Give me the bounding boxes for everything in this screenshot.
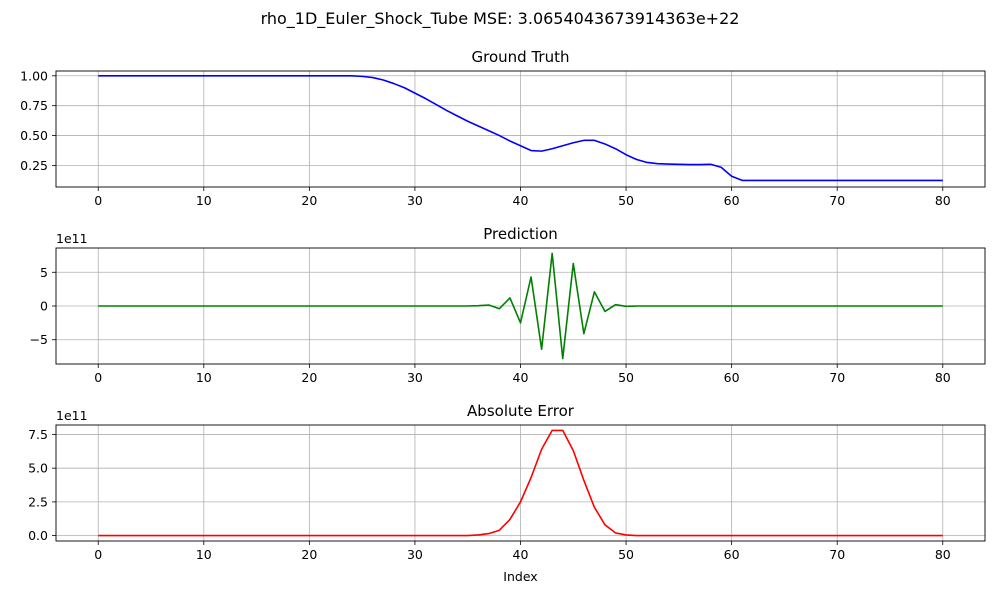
x-tick-label: 50	[618, 193, 634, 208]
subplot-1: 0 10 20 30 40 50 60 70 80 0.25 0.50 0.75 1.00 Ground …	[20, 48, 986, 208]
subplot-3: 0 10 20 30 40 50 60 70 80 0.0 2.5 5.0 7.5 Absolute Er…	[28, 402, 986, 584]
subplot-title: Prediction	[483, 225, 558, 243]
x-tick-label: 20	[301, 547, 317, 562]
x-tick-label: 0	[94, 370, 102, 385]
y-tick-label: 0.75	[20, 98, 48, 113]
series-line	[98, 252, 943, 360]
x-tick-label: 50	[618, 370, 634, 385]
x-tick-label: 60	[724, 370, 740, 385]
series-line	[98, 74, 943, 182]
subplot-title: Absolute Error	[467, 402, 575, 420]
y-tick-label: 0.50	[20, 128, 48, 143]
x-axis-label: Index	[503, 569, 537, 584]
y-offset-text: 1e11	[56, 231, 88, 246]
x-tick-label: 70	[829, 193, 845, 208]
y-tick-label: 5	[40, 265, 48, 280]
subplot-title: Ground Truth	[472, 48, 570, 66]
x-tick-label: 80	[935, 547, 951, 562]
subplot-2: 0 10 20 30 40 50 60 70 80 −5 0 5 Prediction 1e11	[30, 225, 986, 385]
y-tick-label: 0	[40, 299, 48, 314]
x-tick-label: 0	[94, 547, 102, 562]
x-tick-label: 30	[407, 547, 423, 562]
x-tick-label: 40	[513, 370, 529, 385]
x-tick-label: 10	[196, 193, 212, 208]
x-tick-label: 70	[829, 370, 845, 385]
y-tick-label: 2.5	[28, 494, 48, 509]
x-tick-label: 60	[724, 193, 740, 208]
y-offset-text: 1e11	[56, 408, 88, 423]
series-line	[98, 429, 943, 537]
y-tick-label: 5.0	[28, 461, 48, 476]
x-tick-label: 10	[196, 370, 212, 385]
x-tick-label: 60	[724, 547, 740, 562]
y-tick-label: 0.0	[28, 528, 48, 543]
x-tick-label: 0	[94, 193, 102, 208]
x-tick-label: 80	[935, 193, 951, 208]
x-tick-label: 70	[829, 547, 845, 562]
figure-title: rho_1D_Euler_Shock_Tube MSE: 3.065404367…	[260, 9, 740, 28]
x-tick-label: 80	[935, 370, 951, 385]
y-tick-label: 0.25	[20, 158, 48, 173]
x-tick-label: 20	[301, 370, 317, 385]
y-tick-label: 7.5	[28, 427, 48, 442]
x-tick-label: 40	[513, 193, 529, 208]
x-tick-label: 10	[196, 547, 212, 562]
x-tick-label: 50	[618, 547, 634, 562]
x-tick-label: 30	[407, 193, 423, 208]
y-tick-label: 1.00	[20, 68, 48, 83]
x-tick-label: 30	[407, 370, 423, 385]
x-tick-label: 20	[301, 193, 317, 208]
x-tick-label: 40	[513, 547, 529, 562]
y-tick-label: −5	[30, 332, 48, 347]
